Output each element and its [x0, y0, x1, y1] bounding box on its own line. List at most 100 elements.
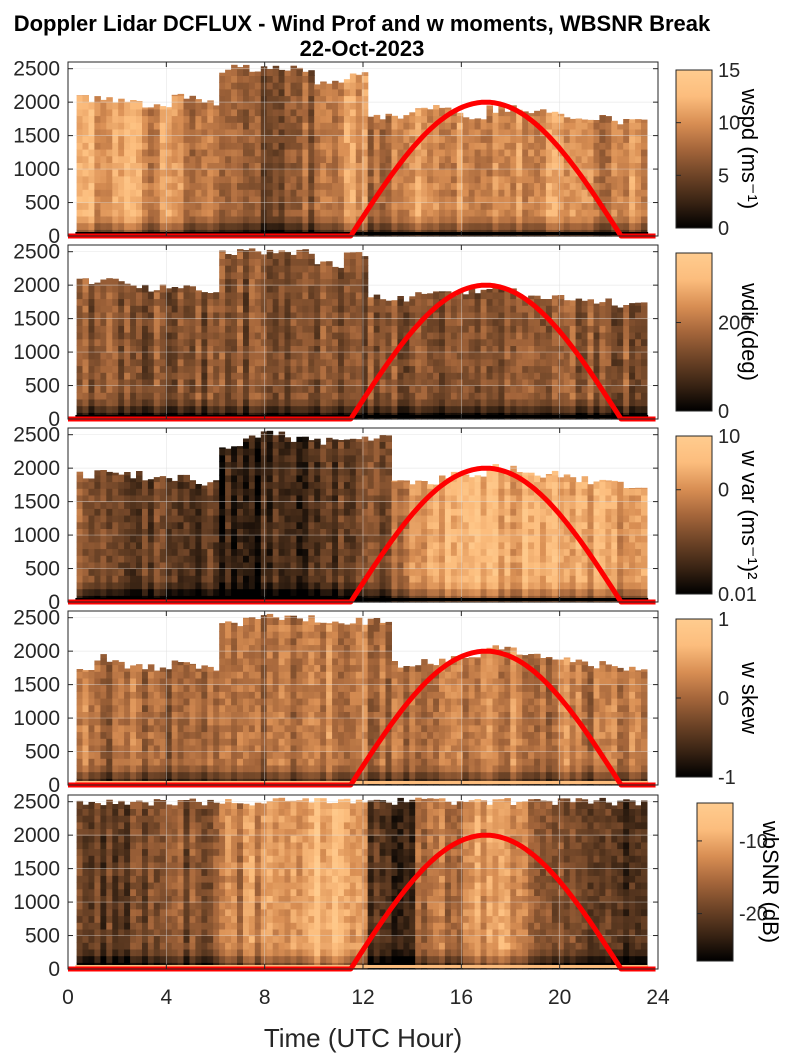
- heatmap-cell: [272, 358, 280, 367]
- heatmap-cell: [373, 114, 381, 117]
- heatmap-cell: [385, 169, 392, 177]
- heatmap-cell: [397, 182, 404, 190]
- heatmap-cell: [308, 535, 315, 543]
- heatmap-cell: [76, 528, 84, 536]
- heatmap-cell: [575, 345, 583, 353]
- heatmap-cell: [528, 122, 535, 130]
- heatmap-cell: [617, 162, 624, 170]
- heatmap-cell: [171, 575, 179, 583]
- heatmap-cell: [284, 271, 291, 280]
- heatmap-cell: [296, 142, 303, 150]
- heatmap-cell: [302, 528, 309, 536]
- heatmap-cell: [94, 365, 101, 373]
- heatmap-cell: [237, 398, 244, 407]
- heatmap-cell: [237, 345, 244, 353]
- heatmap-cell: [153, 515, 161, 523]
- heatmap-cell: [308, 265, 315, 273]
- heatmap-cell: [439, 365, 446, 373]
- heatmap-cell: [450, 222, 458, 230]
- heatmap-cell: [617, 155, 624, 163]
- heatmap-cell: [421, 189, 428, 197]
- heatmap-cell: [225, 222, 232, 230]
- heatmap-cell: [516, 128, 523, 137]
- heatmap-cell: [314, 264, 321, 266]
- heatmap-cell: [593, 358, 600, 367]
- heatmap-cell: [545, 222, 553, 230]
- y-tick-label: 1000: [13, 341, 60, 364]
- heatmap-cell: [266, 271, 274, 280]
- heatmap-cell: [118, 352, 125, 360]
- heatmap-cell: [76, 215, 84, 224]
- heatmap-cell: [379, 358, 387, 367]
- heatmap-cell: [207, 581, 214, 590]
- heatmap-cell: [76, 568, 84, 576]
- heatmap-cell: [444, 345, 452, 353]
- heatmap-cell: [272, 378, 280, 387]
- heatmap-cell: [248, 454, 256, 463]
- heatmap-cell: [112, 102, 119, 110]
- heatmap-cell: [528, 385, 535, 393]
- heatmap-cell: [207, 541, 214, 550]
- heatmap-cell: [88, 541, 95, 550]
- heatmap-cell: [290, 318, 297, 326]
- heatmap-cell: [201, 135, 208, 143]
- heatmap-cell: [569, 392, 577, 400]
- heatmap-cell: [254, 122, 262, 130]
- heatmap-cell: [611, 142, 618, 150]
- heatmap-cell: [260, 271, 268, 280]
- heatmap-cell: [136, 288, 143, 293]
- heatmap-cell: [278, 378, 286, 387]
- heatmap-cell: [569, 398, 577, 407]
- heatmap-cell: [605, 305, 612, 313]
- heatmap-cell: [569, 195, 577, 204]
- heatmap-cell: [225, 358, 232, 367]
- heatmap-cell: [76, 155, 84, 163]
- heatmap-cell: [540, 338, 547, 346]
- heatmap-cell: [142, 195, 149, 204]
- heatmap-cell: [575, 378, 583, 387]
- heatmap-cell: [195, 521, 202, 529]
- heatmap-cell: [254, 441, 262, 449]
- heatmap-cell: [171, 588, 179, 596]
- heatmap-cell: [504, 392, 511, 400]
- heatmap-cell: [391, 128, 398, 137]
- heatmap-cell: [183, 352, 190, 360]
- heatmap-cell: [290, 65, 297, 70]
- heatmap-cell: [112, 541, 119, 550]
- heatmap-cell: [308, 561, 315, 570]
- heatmap-cell: [504, 352, 511, 360]
- heatmap-cell: [124, 528, 131, 536]
- heatmap-cell: [260, 162, 268, 170]
- heatmap-cell: [225, 128, 232, 137]
- heatmap-cell: [623, 325, 630, 333]
- heatmap-cell: [237, 265, 244, 273]
- heatmap-cell: [159, 215, 167, 224]
- heatmap-cell: [510, 291, 517, 300]
- heatmap-cell: [510, 372, 517, 380]
- heatmap-cell: [118, 318, 125, 326]
- heatmap-cell: [124, 494, 131, 503]
- heatmap-cell: [492, 128, 499, 137]
- heatmap-cell: [248, 298, 256, 306]
- heatmap-cell: [183, 209, 190, 217]
- heatmap-cell: [189, 305, 196, 313]
- heatmap-cell: [94, 372, 101, 380]
- heatmap-cell: [563, 215, 571, 224]
- heatmap-cell: [391, 338, 398, 346]
- heatmap-cell: [373, 398, 381, 407]
- heatmap-cell: [545, 378, 553, 387]
- heatmap-cell: [272, 474, 280, 483]
- heatmap-cell: [474, 345, 482, 353]
- heatmap-cell: [290, 291, 297, 300]
- heatmap-cell: [439, 122, 446, 130]
- heatmap-cell: [130, 215, 137, 224]
- heatmap-cell: [213, 135, 220, 143]
- heatmap-cell: [207, 555, 214, 563]
- heatmap-cell: [207, 311, 214, 320]
- heatmap-cell: [130, 405, 137, 413]
- heatmap-cell: [100, 99, 107, 103]
- heatmap-cell: [248, 528, 256, 536]
- heatmap-cell: [171, 535, 179, 543]
- heatmap-cell: [641, 378, 648, 387]
